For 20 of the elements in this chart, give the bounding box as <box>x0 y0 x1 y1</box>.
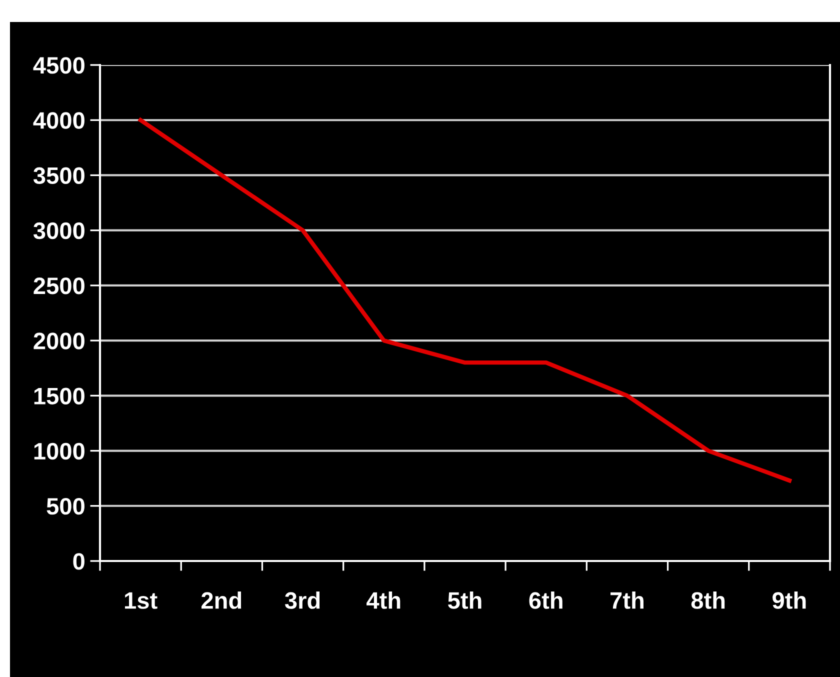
y-tick-label: 2500 <box>34 278 84 294</box>
x-tick-label: 6th <box>529 592 562 609</box>
line-series <box>138 118 792 483</box>
y-tick-label: 4000 <box>33 112 84 129</box>
x-tick-label: 3rd <box>284 592 320 609</box>
y-tick-label: 1500 <box>34 388 84 404</box>
x-tick-label: 5th <box>448 592 482 609</box>
x-tick-label: 9th <box>772 592 806 609</box>
y-tick-label: 1000 <box>34 442 84 460</box>
y-tick-label: 3500 <box>33 167 84 184</box>
y-tick-label: 3000 <box>33 222 84 240</box>
x-tick-label: 4th <box>366 592 400 609</box>
x-tick-label: 8th <box>691 592 725 609</box>
x-tick-label: 1st <box>124 592 158 609</box>
y-tick-label: 500 <box>46 498 84 515</box>
y-tick-label: 0 <box>73 553 84 570</box>
y-tick-label: 4500 <box>33 57 84 74</box>
x-tick-label: 7th <box>610 592 644 609</box>
y-tick-label: 2000 <box>34 332 84 350</box>
x-tick-label: 2nd <box>202 592 242 609</box>
